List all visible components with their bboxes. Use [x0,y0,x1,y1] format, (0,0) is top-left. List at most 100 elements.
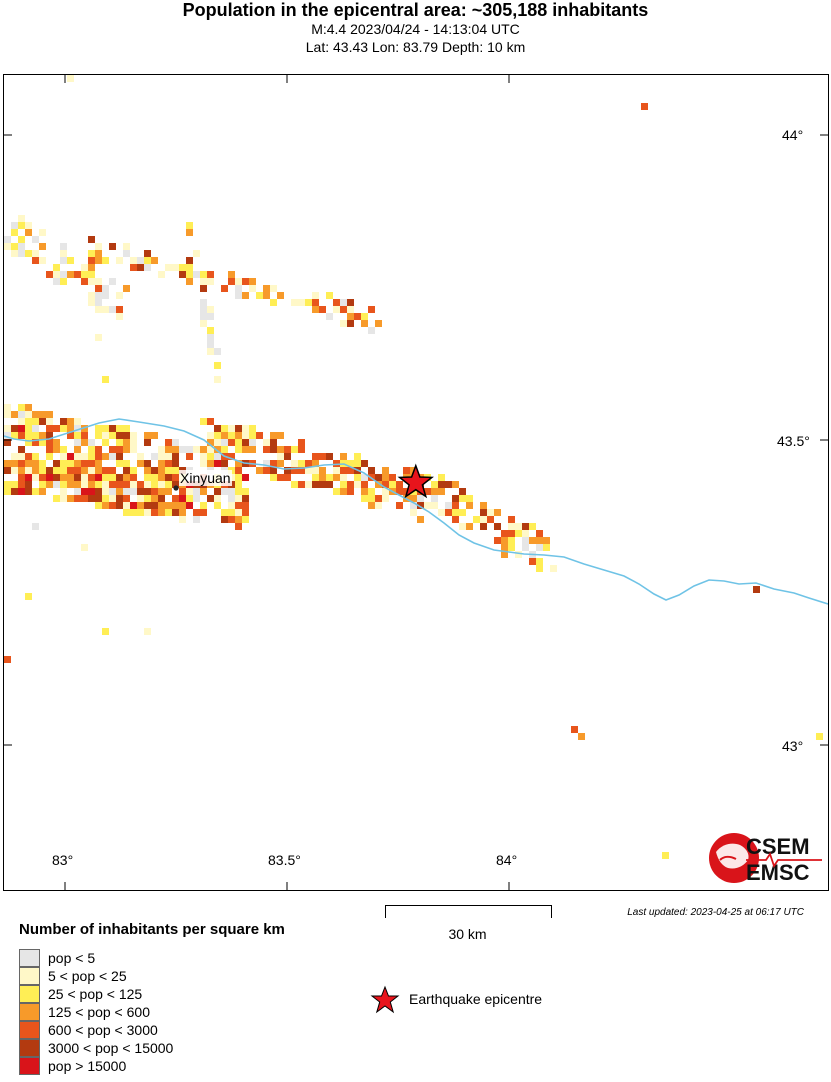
epicenter-star-icon [370,985,400,1014]
population-cell [284,474,291,481]
population-cell [144,257,151,264]
population-cell [186,446,193,453]
population-cell [753,586,760,593]
population-cell [221,446,228,453]
population-cell [11,229,18,236]
population-cell [221,460,228,467]
population-cell [270,446,277,453]
lat-label-43: 43° [782,738,804,754]
population-cell [284,446,291,453]
population-cell [214,362,221,369]
population-cell [18,411,25,418]
population-cell [200,446,207,453]
population-map[interactable]: 44° 43.5° 43° 83° 83.5° 84° Xinyuan [3,74,829,891]
population-cell [235,446,242,453]
population-cell [200,460,207,467]
population-cell [249,446,256,453]
population-cell [242,432,249,439]
population-cell [130,481,137,488]
population-cell [200,418,207,425]
population-cell [81,425,88,432]
population-cell [165,481,172,488]
population-cell [81,432,88,439]
population-cell [74,488,81,495]
population-cell [74,467,81,474]
population-cell [116,488,123,495]
population-cell [4,467,11,474]
population-cell [95,488,102,495]
population-cell [333,467,340,474]
population-cell [165,460,172,467]
population-cell [95,474,102,481]
population-cell [347,460,354,467]
population-cell [242,292,249,299]
population-cell [95,495,102,502]
population-cell [522,523,529,530]
lon-label-83: 83° [52,852,74,868]
population-cell [102,481,109,488]
population-cell [221,432,228,439]
population-cell [67,75,74,82]
population-cell [60,495,67,502]
population-cell [193,250,200,257]
population-cell [312,474,319,481]
population-cell [207,453,214,460]
population-cell [25,593,32,600]
population-cell [361,313,368,320]
population-cell [95,334,102,341]
population-cell [11,432,18,439]
population-cell [459,523,466,530]
population-cell [53,481,60,488]
population-cell [95,432,102,439]
population-cell [207,327,214,334]
population-cell [368,502,375,509]
population-cell [200,502,207,509]
population-cell [123,243,130,250]
population-cell [193,495,200,502]
population-cell [186,502,193,509]
population-cell [361,460,368,467]
population-cell [39,432,46,439]
population-cell [354,313,361,320]
population-cell [466,495,473,502]
population-cell [228,495,235,502]
map-title: Population in the epicentral area: ~305,… [182,0,649,20]
population-cell [207,446,214,453]
population-cell [235,516,242,523]
population-cell [186,271,193,278]
population-cell [242,278,249,285]
population-cell [4,439,11,446]
population-cell [81,544,88,551]
population-cell [67,271,74,278]
population-cell [95,292,102,299]
population-cell [312,481,319,488]
epicenter-star [397,463,434,499]
population-cell [18,243,25,250]
population-cell [46,411,53,418]
population-cell [494,523,501,530]
population-cell [39,467,46,474]
population-cell [186,488,193,495]
population-cell [4,243,11,250]
population-cell [186,278,193,285]
population-cell [438,481,445,488]
population-cell [179,509,186,516]
population-cell [515,530,522,537]
population-cell [25,432,32,439]
population-cell [347,299,354,306]
population-cell [102,432,109,439]
population-cell [81,264,88,271]
population-cell [452,502,459,509]
population-cell [480,516,487,523]
population-cell [179,502,186,509]
population-cell [18,446,25,453]
population-cell [116,292,123,299]
population-cell [480,509,487,516]
population-cell [25,460,32,467]
population-cell [53,460,60,467]
location-info: Lat: 43.43 Lon: 83.79 Depth: 10 km [305,39,526,55]
population-cell [417,516,424,523]
population-cell [116,446,123,453]
population-cell [18,460,25,467]
population-cell [249,439,256,446]
